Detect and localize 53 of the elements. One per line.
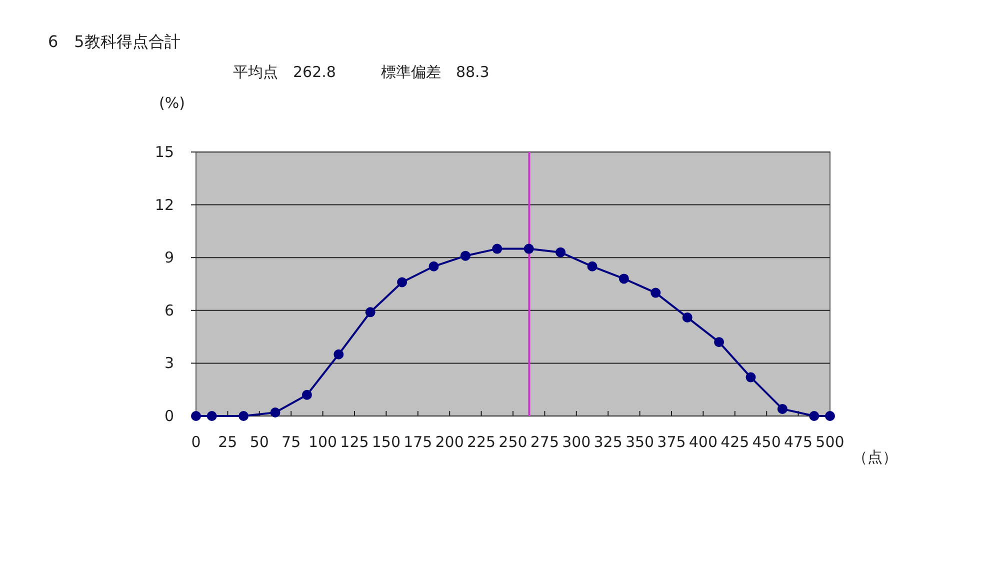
point: [365, 307, 376, 318]
point: [238, 411, 249, 421]
point: [460, 250, 470, 261]
point: [650, 288, 661, 298]
point: [777, 404, 788, 414]
chart-subtitle: 平均点 262.8 標準偏差 88.3: [233, 63, 490, 81]
x-tick-label: 375: [657, 433, 686, 451]
point: [334, 349, 344, 360]
x-tick-label: 175: [404, 433, 432, 451]
x-tick-label: 275: [530, 433, 560, 451]
x-tick-label: 125: [340, 433, 369, 451]
point: [618, 274, 629, 284]
chart-title: 6 5教科得点合計: [48, 32, 180, 51]
point: [556, 247, 566, 258]
point: [587, 261, 598, 272]
x-tick-label: 250: [498, 433, 528, 451]
x-tick-label: 50: [250, 433, 269, 451]
x-tick-label: 425: [720, 433, 750, 451]
y-tick-label: 12: [154, 196, 174, 214]
point: [302, 390, 312, 400]
x-tick-label: 25: [218, 433, 238, 451]
x-tick-label: 100: [308, 433, 338, 451]
x-tick-label: 150: [372, 433, 401, 451]
point: [270, 407, 280, 418]
x-tick-label: 400: [688, 433, 718, 451]
y-tick-label: 3: [164, 354, 174, 372]
y-tick-label: 6: [164, 301, 174, 320]
y-tick-label: 0: [164, 407, 174, 425]
x-tick-label: 225: [466, 433, 496, 451]
y-axis-title: (%): [159, 94, 185, 112]
x-tick-label: 325: [594, 433, 622, 451]
x-tick-label: 200: [435, 433, 464, 451]
point: [397, 277, 408, 288]
x-tick-label: 0: [191, 433, 201, 451]
point: [682, 312, 692, 322]
point: [492, 244, 502, 254]
point: [524, 244, 534, 254]
point: [191, 411, 201, 421]
point: [746, 372, 756, 382]
y-tick-label: 15: [154, 143, 174, 161]
point: [809, 411, 820, 421]
point: [428, 261, 439, 272]
point: [206, 411, 217, 421]
point: [825, 411, 835, 421]
x-tick-label: 75: [282, 433, 301, 451]
y-tick-label: 9: [164, 248, 174, 267]
x-axis-title: （点）: [852, 448, 898, 466]
point: [714, 337, 724, 348]
x-tick-label: 475: [784, 433, 813, 451]
x-tick-label: 350: [625, 433, 654, 451]
x-tick-label: 450: [752, 433, 781, 451]
x-tick-label: 500: [816, 433, 844, 451]
x-tick-label: 300: [562, 433, 591, 451]
